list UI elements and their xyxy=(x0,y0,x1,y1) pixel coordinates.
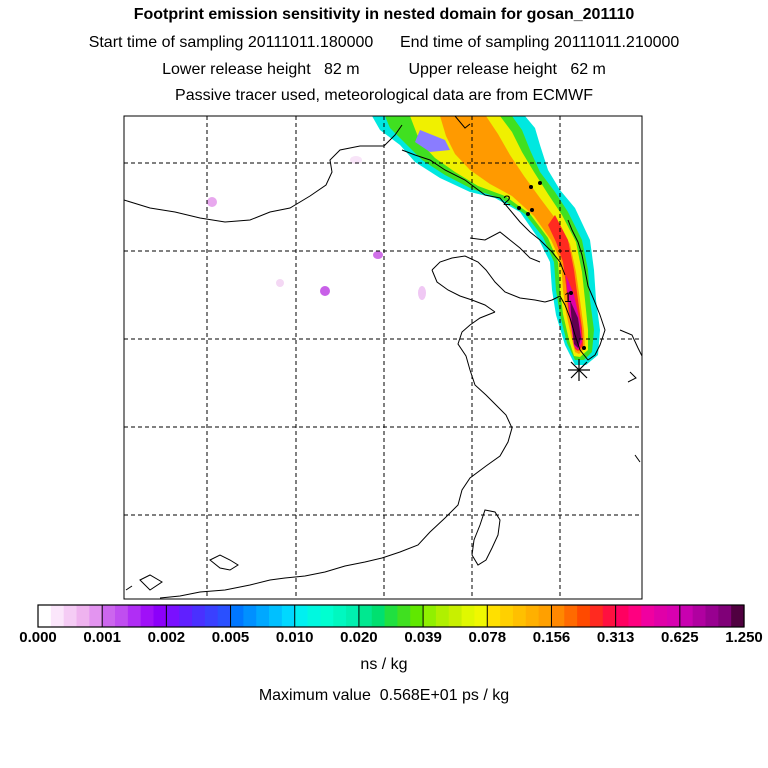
colorbar-tick-label: 0.625 xyxy=(661,629,699,646)
colorbar-cell xyxy=(153,605,167,627)
colorbar-frame xyxy=(37,604,745,628)
colorbar-cell xyxy=(89,605,103,627)
colorbar-cell xyxy=(230,605,244,627)
colorbar-cell xyxy=(731,605,745,627)
colorbar-cell xyxy=(654,605,668,627)
colorbar-tick-label: 0.039 xyxy=(404,629,442,646)
colorbar-cell xyxy=(461,605,476,627)
colorbar-cell xyxy=(487,605,501,627)
colorbar-cell xyxy=(307,605,321,627)
colorbar-cell xyxy=(217,605,232,627)
cluster-marker: 1 xyxy=(564,289,572,305)
colorbar-tick-label: 0.313 xyxy=(596,629,635,646)
colorbar-cell xyxy=(371,605,386,627)
release-height-line: Lower release height 82 m Upper release … xyxy=(162,61,606,78)
colorbar-cell xyxy=(602,605,617,627)
plume-core xyxy=(570,300,581,348)
colorbar-cell xyxy=(705,605,719,627)
colorbar-dividers xyxy=(101,605,681,627)
colorbar-cell xyxy=(269,605,283,627)
colorbar-tick-label: 0.000 xyxy=(19,629,57,646)
colorbar-cell xyxy=(76,605,90,627)
colorbar-cell xyxy=(50,605,65,627)
colorbar-cell xyxy=(512,605,527,627)
colorbar-cell xyxy=(679,605,694,627)
colorbar-cell xyxy=(204,605,219,627)
colorbar-tick-label: 0.156 xyxy=(532,629,571,646)
colorbar-cell xyxy=(333,605,347,627)
sensitivity-patch xyxy=(320,286,330,296)
colorbar-cell xyxy=(256,605,270,627)
sensitivity-patch xyxy=(276,279,284,287)
figure-title: Footprint emission sensitivity in nested… xyxy=(133,6,635,23)
colorbar-cell xyxy=(102,605,116,627)
star-icon xyxy=(568,359,590,381)
colorbar-tick-label: 0.001 xyxy=(83,629,121,646)
colorbar-tick-label: 0.005 xyxy=(211,629,250,646)
colorbar-cell xyxy=(384,605,399,627)
sensitivity-patch xyxy=(373,251,383,259)
colorbar-cell xyxy=(192,605,206,627)
trajectory-points xyxy=(517,181,586,350)
colorbar-cell xyxy=(410,605,424,627)
colorbar-cell xyxy=(320,605,334,627)
sensitivity-patch xyxy=(350,156,362,164)
colorbar-cell xyxy=(500,605,514,627)
plume-patch-blue xyxy=(415,130,450,152)
colorbar-cell xyxy=(564,605,578,627)
sensitivity-patch xyxy=(207,197,217,207)
colorbar-tick-label: 0.010 xyxy=(275,629,314,646)
colorbar-cell xyxy=(474,605,488,627)
colorbar-cells xyxy=(38,605,745,627)
colorbar-tick-label: 0.078 xyxy=(468,629,507,646)
colorbar-cell xyxy=(525,605,540,627)
sensitivity-patch xyxy=(418,286,426,300)
colorbar-cell xyxy=(127,605,142,627)
colorbar-cell xyxy=(166,605,180,627)
colorbar-cell xyxy=(115,605,129,627)
map-frame xyxy=(123,115,643,600)
colorbar-cell xyxy=(294,605,309,627)
colorbar-cell xyxy=(448,605,463,627)
colorbar-cell xyxy=(435,605,450,627)
colorbar-cell xyxy=(38,605,52,627)
colorbar-units: ns / kg xyxy=(360,656,408,673)
colorbar-cell xyxy=(140,605,155,627)
colorbar-cell xyxy=(179,605,193,627)
colorbar-cell xyxy=(397,605,411,627)
colorbar-tick-label: 0.020 xyxy=(340,629,378,646)
colorbar-cell xyxy=(281,605,296,627)
colorbar-cell xyxy=(589,605,604,627)
colorbar-cell xyxy=(628,605,642,627)
graticule xyxy=(124,116,642,599)
colorbar-tick-label: 1.250 xyxy=(725,629,763,646)
sampling-time-line: Start time of sampling 20111011.180000 E… xyxy=(88,34,680,51)
colorbar-cell xyxy=(615,605,630,627)
colorbar xyxy=(37,604,745,628)
colorbar-cell xyxy=(666,605,681,627)
colorbar-cell xyxy=(243,605,257,627)
colorbar-cell xyxy=(358,605,373,627)
colorbar-cell xyxy=(577,605,591,627)
colorbar-cell xyxy=(63,605,78,627)
colorbar-tick-label: 0.002 xyxy=(147,629,186,646)
maximum-value-label: Maximum value 0.568E+01 ps / kg xyxy=(258,687,510,704)
tracer-info-line: Passive tracer used, meteorological data… xyxy=(175,87,593,104)
colorbar-cell xyxy=(718,605,732,627)
colorbar-cell xyxy=(538,605,553,627)
colorbar-cell xyxy=(692,605,707,627)
colorbar-cell xyxy=(423,605,437,627)
plume-band-green xyxy=(385,116,594,360)
colorbar-cell xyxy=(346,605,360,627)
colorbar-cell xyxy=(641,605,655,627)
coastlines xyxy=(124,116,642,599)
colorbar-cell xyxy=(551,605,565,627)
cluster-marker: 2 xyxy=(503,192,511,208)
